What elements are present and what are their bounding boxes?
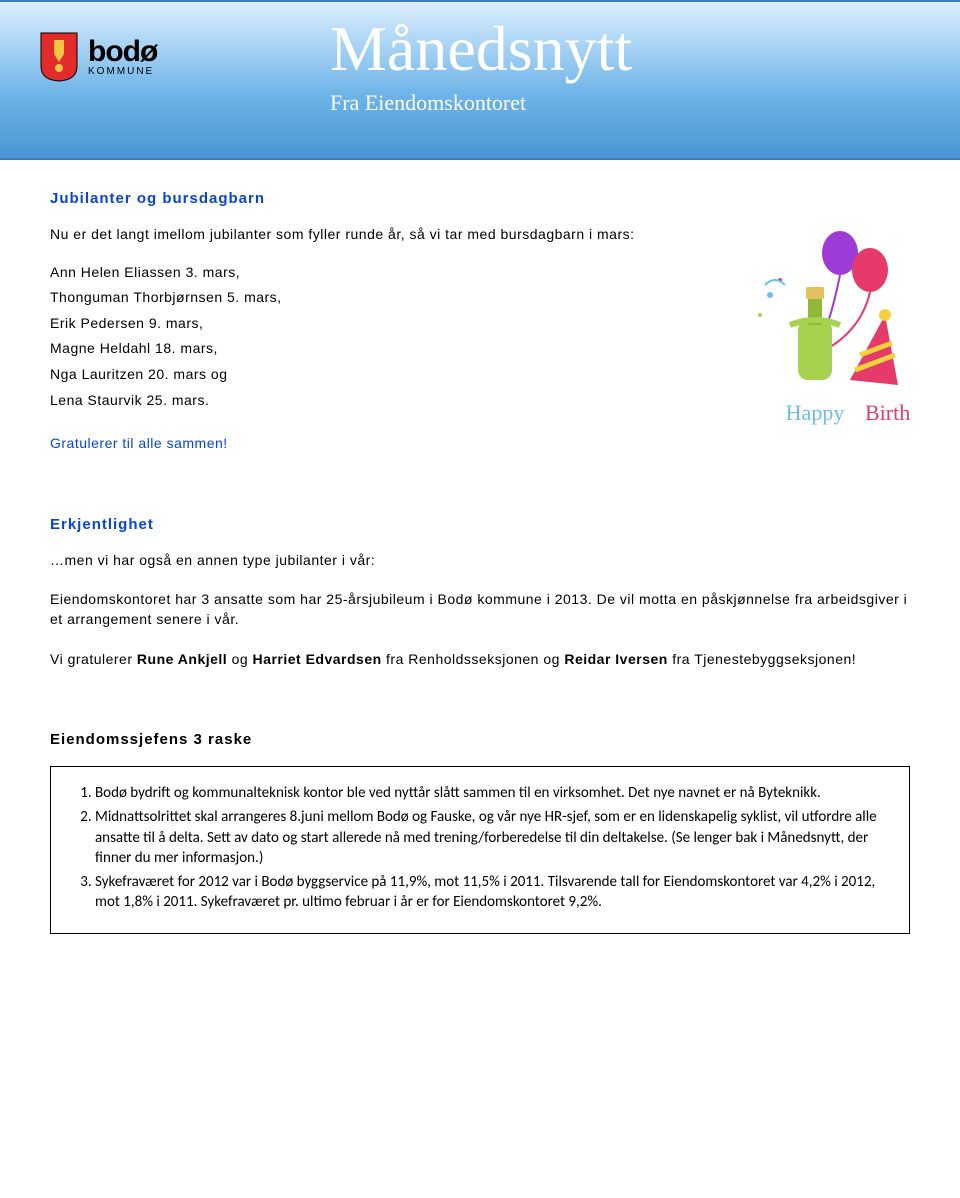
name-harriet: Harriet Edvardsen	[253, 651, 382, 667]
text: fra Tjenestebyggseksjonen!	[668, 651, 856, 667]
raske-item: Midnattsolrittet skal arrangeres 8.juni …	[95, 807, 889, 868]
text: og	[227, 651, 252, 667]
birthday-line: Magne Heldahl 18. mars,	[50, 339, 700, 359]
party-icon: Happy Birthday!	[720, 225, 910, 435]
page-content: Jubilanter og bursdagbarn Nu er det lang…	[0, 160, 960, 974]
birthday-line: Thonguman Thorbjørnsen 5. mars,	[50, 288, 700, 308]
birthday-line: Nga Lauritzen 20. mars og	[50, 365, 700, 385]
shield-icon	[40, 32, 78, 82]
raske-box: Bodø bydrift og kommunalteknisk kontor b…	[50, 766, 910, 934]
logo-sub: KOMMUNE	[88, 67, 157, 77]
happy-birthday-caption: Happy	[786, 400, 845, 425]
birthday-graphic: Happy Birthday!	[720, 225, 910, 435]
logo: bodø KOMMUNE	[40, 32, 157, 82]
jubilanter-intro: Nu er det langt imellom jubilanter som f…	[50, 225, 700, 245]
raske-item: Sykefraværet for 2012 var i Bodø byggser…	[95, 872, 889, 913]
birthday-line: Ann Helen Eliassen 3. mars,	[50, 263, 700, 283]
gratulerer-text: Gratulerer til alle sammen!	[50, 434, 700, 454]
birthday-line: Lena Staurvik 25. mars.	[50, 391, 700, 411]
header-banner: bodø KOMMUNE Månedsnytt Fra Eiendomskont…	[0, 0, 960, 160]
erkjentlighet-p2: Eiendomskontoret har 3 ansatte som har 2…	[50, 590, 910, 629]
banner-subtitle: Fra Eiendomskontoret	[330, 90, 632, 116]
erkjentlighet-p3: Vi gratulerer Rune Ankjell og Harriet Ed…	[50, 650, 910, 670]
section-heading-erkjentlighet: Erkjentlighet	[50, 516, 910, 533]
section-heading-jubilanter: Jubilanter og bursdagbarn	[50, 190, 910, 207]
svg-text:Birthday!: Birthday!	[865, 400, 910, 425]
banner-title: Månedsnytt	[330, 12, 632, 86]
name-rune: Rune Ankjell	[137, 651, 227, 667]
text: fra Renholdsseksjonen og	[382, 651, 565, 667]
name-reidar: Reidar Iversen	[564, 651, 668, 667]
section-heading-raske: Eiendomssjefens 3 raske	[50, 731, 910, 748]
logo-brand: bodø	[88, 37, 157, 67]
text: Vi gratulerer	[50, 651, 137, 667]
raske-item: Bodø bydrift og kommunalteknisk kontor b…	[95, 783, 889, 803]
birthday-line: Erik Pedersen 9. mars,	[50, 314, 700, 334]
erkjentlighet-p1: …men vi har også en annen type jubilante…	[50, 551, 910, 571]
